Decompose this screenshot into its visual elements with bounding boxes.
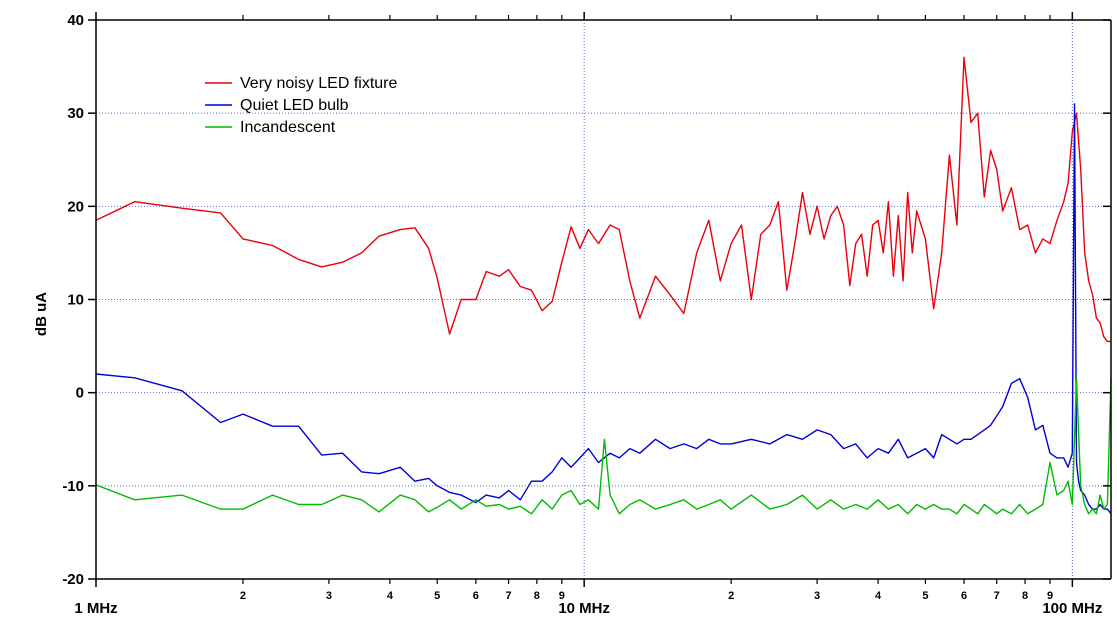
x-minor-tick-label: 5 [922,590,928,602]
y-tick-label: 40 [67,12,84,29]
y-tick-label: 10 [67,292,84,309]
x-minor-tick-label: 5 [434,590,440,602]
legend-label-2: Quiet LED bulb [240,97,349,114]
series-line-3 [95,378,1112,515]
x-minor-tick-label: 9 [1047,590,1053,602]
y-axis-title: dB uA [33,292,50,336]
x-minor-tick-label: 8 [534,590,540,602]
x-minor-tick-label: 9 [559,590,565,602]
x-major-tick-label: 10 MHz [558,600,610,617]
x-minor-tick-label: 2 [240,590,246,602]
x-minor-tick-label: 6 [473,590,479,602]
y-tick-label: 0 [76,385,84,402]
series-line-1 [95,56,1111,343]
x-major-tick-label: 1 MHz [74,600,117,617]
grid-lines [96,20,1111,579]
x-minor-tick-label: 3 [326,590,332,602]
x-minor-tick-label: 7 [505,590,511,602]
axes [88,12,1112,587]
legend-label-1: Very noisy LED fixture [240,75,398,92]
x-minor-tick-label: 2 [728,590,734,602]
x-major-tick-label: 100 MHz [1042,600,1102,617]
y-tick-label: -20 [62,571,84,588]
plot-area [95,56,1112,515]
x-minor-tick-label: 4 [875,590,882,602]
y-tick-label: 20 [67,198,84,215]
legend-label-3: Incandescent [240,119,336,136]
x-minor-tick-label: 8 [1022,590,1028,602]
x-minor-tick-label: 7 [994,590,1000,602]
x-minor-tick-label: 6 [961,590,967,602]
y-tick-label: 30 [67,105,84,122]
legend: Very noisy LED fixture Quiet LED bulb Inca… [205,75,398,136]
x-minor-tick-label: 4 [387,590,394,602]
series-line-2 [95,103,1112,515]
y-tick-label: -10 [62,478,84,495]
x-minor-tick-label: 3 [814,590,820,602]
tick-labels: 40 30 20 10 0 -10 -20 1 MHz 10 MHz 100 MHz 2 3 4 5 6 7 8… [62,12,1102,617]
